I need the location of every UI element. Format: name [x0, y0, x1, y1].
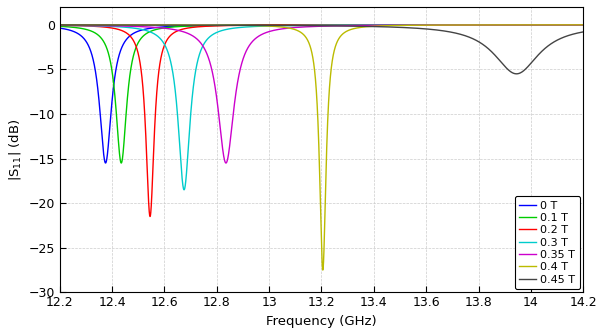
0.4 T — [390, 23, 397, 27]
0.2 T — [68, 23, 76, 27]
0 T — [390, 23, 397, 27]
0.45 T — [530, 58, 538, 62]
0.45 T — [56, 23, 63, 27]
0.2 T — [120, 29, 127, 34]
0.45 T — [390, 25, 397, 29]
0.3 T — [120, 25, 127, 29]
0.3 T — [530, 23, 538, 27]
0.45 T — [580, 30, 587, 34]
0.35 T — [580, 23, 587, 27]
0.4 T — [332, 44, 339, 48]
0.4 T — [530, 23, 538, 27]
0 T — [120, 41, 127, 45]
Line: 0.35 T: 0.35 T — [60, 25, 583, 163]
0.3 T — [390, 23, 397, 27]
0.2 T — [390, 23, 397, 27]
0.4 T — [580, 23, 587, 27]
Line: 0.2 T: 0.2 T — [60, 25, 583, 216]
0.3 T — [56, 23, 63, 27]
0 T — [68, 29, 76, 33]
0.3 T — [181, 188, 188, 192]
0.35 T — [68, 23, 76, 27]
0.35 T — [56, 23, 63, 27]
0 T — [102, 161, 109, 165]
Y-axis label: |S$_{11}$| (dB): |S$_{11}$| (dB) — [7, 118, 23, 181]
0.4 T — [68, 23, 76, 27]
0.1 T — [332, 23, 339, 27]
0.45 T — [120, 23, 127, 27]
0.3 T — [332, 23, 339, 27]
0 T — [530, 23, 538, 27]
0.35 T — [120, 24, 127, 28]
0.2 T — [530, 23, 538, 27]
0 T — [580, 23, 587, 27]
0.35 T — [554, 23, 562, 27]
0.1 T — [56, 24, 63, 28]
0.1 T — [120, 142, 127, 146]
0.2 T — [332, 23, 339, 27]
0.3 T — [554, 23, 562, 27]
0 T — [56, 26, 63, 30]
X-axis label: Frequency (GHz): Frequency (GHz) — [266, 315, 377, 328]
Line: 0 T: 0 T — [60, 25, 583, 163]
0.4 T — [56, 23, 63, 27]
Line: 0.45 T: 0.45 T — [60, 25, 583, 74]
0.35 T — [390, 23, 397, 27]
0.4 T — [120, 23, 127, 27]
Line: 0.3 T: 0.3 T — [60, 25, 583, 190]
0.2 T — [554, 23, 562, 27]
0.1 T — [580, 23, 587, 27]
0.4 T — [554, 23, 562, 27]
0.1 T — [118, 161, 125, 165]
0.2 T — [56, 23, 63, 27]
Legend: 0 T, 0.1 T, 0.2 T, 0.3 T, 0.35 T, 0.4 T, 0.45 T: 0 T, 0.1 T, 0.2 T, 0.3 T, 0.35 T, 0.4 T,… — [515, 196, 580, 289]
Line: 0.4 T: 0.4 T — [60, 25, 583, 270]
0.1 T — [554, 23, 562, 27]
0.35 T — [222, 161, 230, 165]
Line: 0.1 T: 0.1 T — [60, 25, 583, 163]
0.1 T — [530, 23, 538, 27]
0.2 T — [580, 23, 587, 27]
0.45 T — [554, 38, 562, 42]
0 T — [554, 23, 562, 27]
0.1 T — [390, 23, 397, 27]
0.3 T — [68, 23, 76, 27]
0.1 T — [68, 25, 76, 29]
0.4 T — [319, 268, 326, 272]
0.3 T — [580, 23, 587, 27]
0.2 T — [146, 214, 153, 218]
0 T — [332, 23, 339, 27]
0.35 T — [332, 24, 339, 28]
0.45 T — [513, 72, 520, 76]
0.45 T — [68, 23, 76, 27]
0.45 T — [332, 24, 339, 28]
0.35 T — [530, 23, 538, 27]
